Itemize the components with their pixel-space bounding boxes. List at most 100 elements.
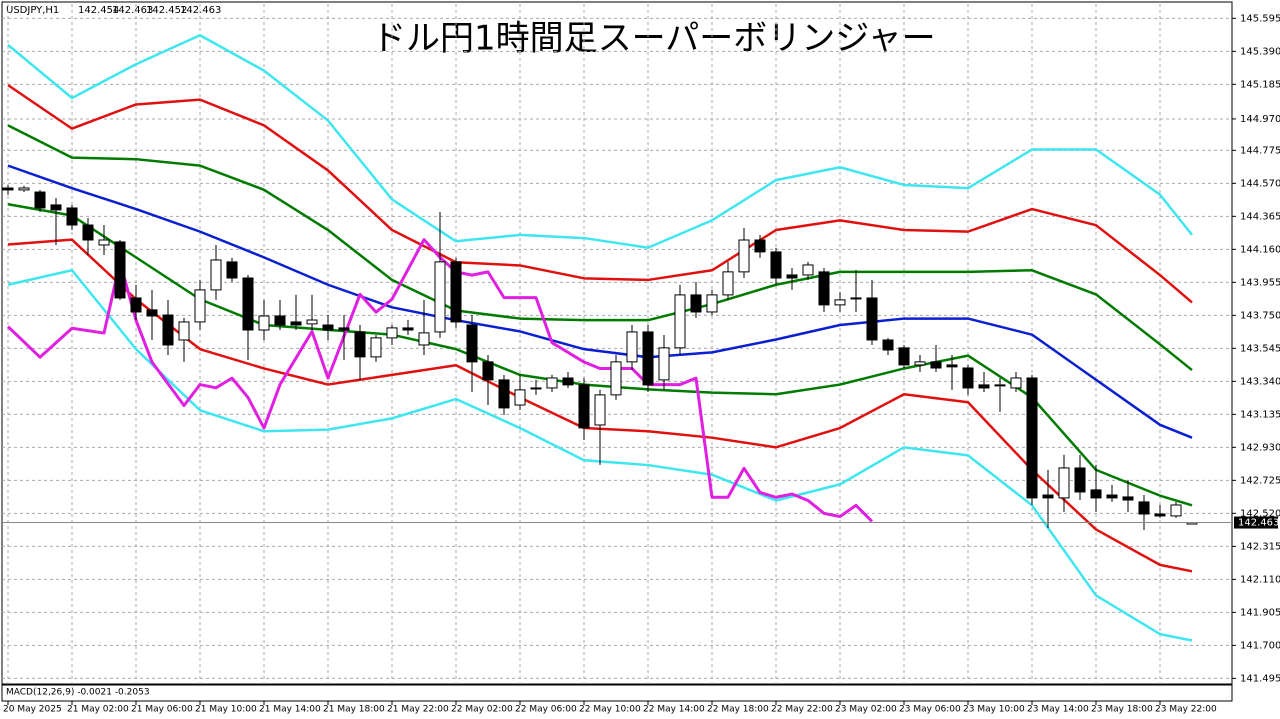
ohlc-close: 142.463 [180, 5, 221, 16]
candle-body [850, 297, 862, 300]
candle-body [418, 332, 430, 346]
band-line [7, 124, 1193, 372]
candle-body [1106, 494, 1118, 499]
candle-body [994, 384, 1006, 387]
candle-body [178, 321, 190, 341]
candle-body [706, 294, 718, 313]
candle-body [2, 187, 14, 191]
indicator-frame [1, 684, 1233, 702]
candle-body [82, 224, 94, 241]
x-tick-label: 21 May 22:00 [387, 705, 449, 715]
ohlc-open: 142.454 [78, 5, 119, 16]
candle-body [930, 361, 942, 369]
candle-body [754, 239, 766, 253]
candle-body [194, 289, 206, 323]
candle-body [562, 377, 574, 386]
current-price-label: 142.463 [1238, 518, 1279, 529]
y-tick-label: 142.315 [1240, 541, 1280, 552]
candle-body [1138, 501, 1150, 515]
x-tick-label: 22 May 18:00 [707, 705, 769, 715]
y-tick-label: 145.595 [1240, 13, 1280, 24]
x-tick-label: 21 May 18:00 [323, 705, 385, 715]
y-tick-label: 144.365 [1240, 211, 1280, 222]
x-tick-label: 22 May 22:00 [771, 705, 833, 715]
candle-body [722, 271, 734, 296]
candle-body [130, 297, 142, 313]
candle-body [338, 327, 350, 331]
candle-body [818, 271, 830, 306]
candle-body [738, 239, 750, 273]
candle-body [386, 327, 398, 339]
candle-body [66, 207, 78, 226]
candle-body [370, 337, 382, 358]
x-tick-label: 20 May 2025 [3, 705, 62, 715]
ohlc-high: 142.463 [112, 5, 153, 16]
candle-body [434, 261, 446, 333]
candle-body [18, 187, 30, 191]
y-tick-label: 141.495 [1240, 673, 1280, 684]
candle-body [450, 261, 462, 323]
candle-body [1042, 494, 1054, 499]
candle-body [914, 361, 926, 366]
candle-body [226, 261, 238, 279]
y-tick-label: 142.520 [1240, 508, 1280, 519]
indicator-label: MACD(12,26,9) -0.0021 -0.2053 [6, 688, 150, 698]
band-line [7, 84, 1193, 304]
candle-body [1010, 377, 1022, 389]
candle-body [1090, 489, 1102, 499]
candle-body [1122, 496, 1134, 501]
y-tick-label: 144.160 [1240, 244, 1280, 255]
chart-title: ドル円1時間足スーパーボリンジャー [372, 19, 936, 59]
x-tick-label: 23 May 06:00 [899, 705, 961, 715]
candle-body [674, 294, 686, 349]
band-line [7, 164, 1193, 439]
candle-body [306, 319, 318, 325]
candle-body [210, 259, 222, 291]
x-tick-label: 21 May 02:00 [67, 705, 129, 715]
x-tick-label: 22 May 06:00 [515, 705, 577, 715]
candle-body [322, 324, 334, 331]
candle-body [866, 297, 878, 341]
candle-body [402, 327, 414, 331]
y-tick-label: 143.135 [1240, 409, 1280, 420]
symbol-label: USDJPY,H1 [6, 5, 59, 16]
band-line [7, 269, 1193, 642]
candle-body [578, 384, 590, 429]
candle-body [978, 384, 990, 389]
y-tick-label: 144.970 [1240, 114, 1280, 125]
candle-body [642, 331, 654, 386]
candle-body [50, 204, 62, 211]
candle-body [354, 331, 366, 358]
y-tick-label: 141.905 [1240, 607, 1280, 618]
candle-body [242, 277, 254, 331]
candle-body [514, 389, 526, 406]
x-tick-label: 21 May 14:00 [259, 705, 321, 715]
candle-body [1058, 467, 1070, 499]
y-tick-label: 143.955 [1240, 277, 1280, 288]
candle-body [34, 191, 46, 209]
ohlc-low: 142.452 [146, 5, 187, 16]
candle-body [962, 367, 974, 389]
x-tick-label: 22 May 14:00 [643, 705, 705, 715]
y-tick-label: 142.930 [1240, 442, 1280, 453]
candle-body [610, 361, 622, 396]
candle-body [546, 377, 558, 389]
y-tick-label: 141.700 [1240, 640, 1280, 651]
y-tick-label: 144.570 [1240, 178, 1280, 189]
candle-body [162, 314, 174, 346]
y-tick-label: 143.545 [1240, 343, 1280, 354]
x-tick-label: 23 May 02:00 [835, 705, 897, 715]
x-tick-label: 23 May 14:00 [1027, 705, 1089, 715]
y-tick-label: 142.725 [1240, 475, 1280, 486]
candle-body [1074, 467, 1086, 493]
candle-body [690, 294, 702, 313]
candle-body [882, 339, 894, 351]
candle-body [946, 364, 958, 368]
candle-body [274, 315, 286, 326]
x-tick-label: 23 May 18:00 [1091, 705, 1153, 715]
candle-body [258, 315, 270, 331]
x-tick-label: 22 May 10:00 [579, 705, 641, 715]
candle-body [834, 299, 846, 306]
